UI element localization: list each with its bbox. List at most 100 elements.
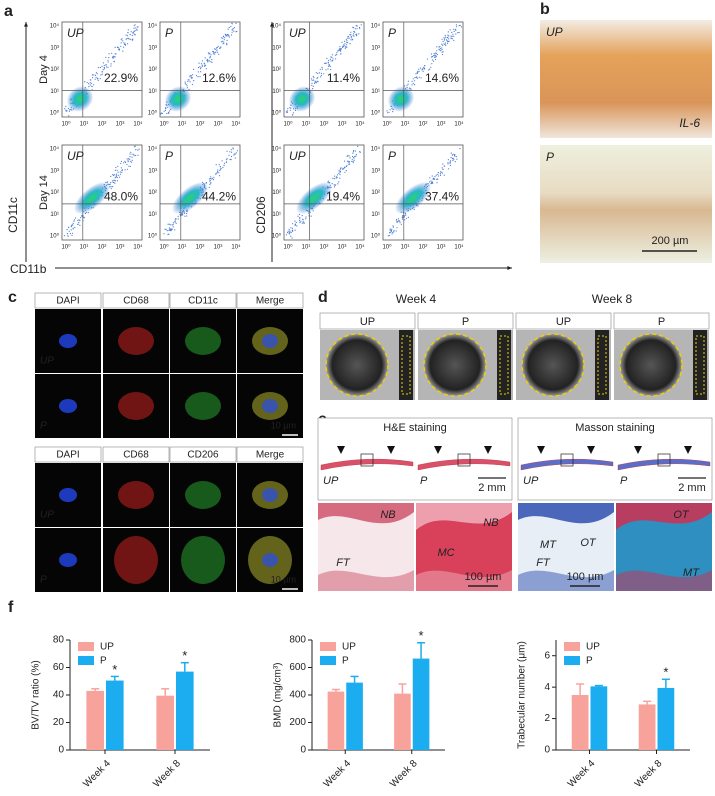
event-dot	[106, 66, 108, 68]
event-dot	[91, 85, 93, 88]
cell	[59, 399, 77, 413]
event-dot	[442, 40, 444, 43]
event-dot	[233, 27, 236, 29]
density-blob	[387, 86, 415, 112]
ct-section	[595, 330, 609, 400]
y-tick-label: 10⁰	[371, 110, 381, 117]
event-dot	[220, 46, 222, 48]
event-dot	[99, 78, 101, 80]
group-label: UP	[289, 149, 306, 163]
event-dot	[340, 168, 342, 170]
event-dot	[335, 58, 337, 60]
event-dot	[131, 34, 133, 37]
event-dot	[294, 229, 296, 231]
event-dot	[131, 161, 133, 163]
event-dot	[97, 78, 99, 80]
event-dot	[399, 220, 401, 222]
event-dot	[346, 44, 348, 46]
event-dot	[94, 74, 97, 76]
event-dot	[103, 67, 105, 69]
event-dot	[339, 177, 341, 179]
event-dot	[420, 77, 422, 79]
event-dot	[217, 169, 219, 171]
event-dot	[209, 52, 211, 54]
x-tick-label: 10³	[338, 245, 347, 251]
event-dot	[354, 31, 356, 33]
ct-section	[497, 330, 511, 400]
event-dot	[137, 149, 139, 151]
event-dot	[131, 156, 133, 158]
event-dot	[311, 84, 313, 86]
event-dot	[353, 35, 355, 37]
event-dot	[332, 177, 334, 179]
event-dot	[443, 165, 445, 167]
event-dot	[333, 178, 335, 180]
header-cell	[169, 446, 237, 463]
event-dot	[344, 43, 346, 45]
y-tick-label: 10³	[371, 168, 380, 174]
ihc-image	[540, 20, 712, 138]
event-dot	[417, 71, 419, 73]
event-dot	[214, 52, 216, 54]
event-dot	[63, 235, 66, 237]
event-dot	[213, 176, 215, 178]
event-dot	[185, 83, 187, 85]
event-dot	[334, 175, 336, 177]
event-dot	[125, 34, 127, 36]
event-dot	[68, 230, 70, 232]
event-dot	[190, 77, 192, 79]
event-dot	[441, 167, 443, 169]
event-dot	[418, 70, 420, 72]
header-cell	[102, 292, 170, 309]
event-dot	[458, 25, 460, 27]
event-dot	[303, 221, 305, 223]
event-dot	[332, 58, 334, 60]
event-dot	[441, 49, 443, 51]
week-label: Week 4	[396, 292, 437, 306]
event-dot	[163, 233, 165, 235]
event-dot	[171, 224, 173, 226]
defect	[522, 334, 584, 396]
event-dot	[343, 45, 345, 48]
y-tick-label: 10²	[371, 190, 380, 196]
event-dot	[459, 24, 461, 26]
event-dot	[114, 182, 116, 184]
nucleus	[262, 553, 278, 567]
event-dot	[312, 79, 314, 81]
event-dot	[441, 38, 443, 40]
event-dot	[181, 214, 183, 216]
x-tick-label: 10⁴	[355, 244, 365, 251]
event-dot	[105, 64, 107, 66]
event-dot	[414, 77, 416, 79]
event-dot	[439, 174, 442, 176]
event-dot	[113, 61, 115, 63]
event-dot	[204, 57, 206, 59]
tissue-texture	[318, 503, 414, 524]
event-dot	[184, 83, 186, 85]
event-dot	[416, 72, 418, 74]
x-tick-label: 10²	[320, 122, 329, 128]
event-dot	[397, 218, 400, 220]
channel-label: Merge	[256, 450, 285, 461]
density-blob	[66, 86, 94, 112]
event-dot	[344, 40, 346, 43]
y-tick-label: 10¹	[272, 89, 281, 95]
percent-label: 19.4%	[326, 189, 360, 203]
y-axis-label: BMD (mg/cm³)	[273, 663, 284, 728]
event-dot	[453, 28, 455, 30]
group-label: P	[462, 316, 469, 328]
event-dot	[120, 160, 122, 162]
event-dot	[210, 178, 212, 180]
event-dot	[449, 161, 451, 163]
event-dot	[292, 229, 294, 231]
y-tick-label: 10³	[272, 168, 281, 174]
event-dot	[412, 78, 414, 80]
event-dot	[320, 76, 322, 78]
significance: *	[182, 648, 187, 663]
event-dot	[288, 228, 290, 231]
event-dot	[323, 73, 325, 75]
event-dot	[114, 169, 117, 171]
event-dot	[447, 34, 449, 36]
event-dot	[123, 162, 125, 164]
bar	[571, 695, 589, 750]
